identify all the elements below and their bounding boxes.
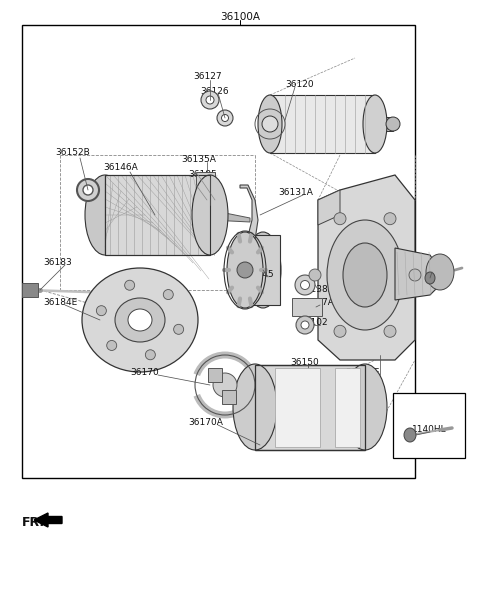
Bar xyxy=(292,298,322,316)
Ellipse shape xyxy=(128,309,152,331)
Ellipse shape xyxy=(213,373,237,397)
Bar xyxy=(22,25,415,478)
Ellipse shape xyxy=(125,280,135,290)
Ellipse shape xyxy=(343,243,387,307)
Polygon shape xyxy=(255,365,365,450)
Text: 36102: 36102 xyxy=(299,318,328,327)
Ellipse shape xyxy=(83,185,93,195)
Ellipse shape xyxy=(163,290,173,300)
Polygon shape xyxy=(210,210,250,222)
Polygon shape xyxy=(196,172,215,200)
Polygon shape xyxy=(335,368,360,447)
Text: 36185: 36185 xyxy=(188,170,217,179)
Bar xyxy=(208,368,222,382)
Ellipse shape xyxy=(386,117,400,131)
Text: 36135A: 36135A xyxy=(181,155,216,164)
Ellipse shape xyxy=(258,95,282,153)
Text: FR.: FR. xyxy=(22,516,45,529)
Ellipse shape xyxy=(82,268,198,372)
Ellipse shape xyxy=(384,213,396,225)
Ellipse shape xyxy=(425,272,435,284)
Ellipse shape xyxy=(107,340,117,350)
Text: 36126: 36126 xyxy=(200,87,228,96)
Ellipse shape xyxy=(217,110,233,126)
Text: 36127: 36127 xyxy=(193,72,222,81)
Polygon shape xyxy=(318,190,340,225)
Text: 36170: 36170 xyxy=(130,368,159,377)
Ellipse shape xyxy=(227,232,263,308)
Ellipse shape xyxy=(96,306,107,316)
Ellipse shape xyxy=(262,116,278,132)
Ellipse shape xyxy=(404,428,416,442)
Ellipse shape xyxy=(301,321,309,329)
Ellipse shape xyxy=(426,254,454,290)
Ellipse shape xyxy=(363,95,387,153)
Text: 36138A: 36138A xyxy=(299,285,334,294)
Text: 36170A: 36170A xyxy=(188,418,223,427)
Polygon shape xyxy=(275,368,320,447)
Text: 36137A: 36137A xyxy=(299,298,334,307)
Text: 36120: 36120 xyxy=(285,80,313,89)
Text: 36131A: 36131A xyxy=(278,188,313,197)
Text: 36184E: 36184E xyxy=(43,298,77,307)
Text: 36145: 36145 xyxy=(245,270,274,279)
Ellipse shape xyxy=(295,275,315,295)
Ellipse shape xyxy=(201,91,219,109)
Ellipse shape xyxy=(300,280,310,290)
Polygon shape xyxy=(240,185,258,250)
Ellipse shape xyxy=(85,175,125,255)
Ellipse shape xyxy=(296,316,314,334)
Ellipse shape xyxy=(245,232,281,308)
Polygon shape xyxy=(200,205,220,222)
Ellipse shape xyxy=(343,364,387,450)
Text: 36146A: 36146A xyxy=(103,163,138,172)
Text: 36110E: 36110E xyxy=(345,368,379,377)
Bar xyxy=(393,393,465,458)
Bar xyxy=(22,283,38,297)
Ellipse shape xyxy=(77,179,99,201)
Bar xyxy=(222,390,236,404)
Text: 36100A: 36100A xyxy=(220,12,260,22)
Ellipse shape xyxy=(237,262,253,278)
Ellipse shape xyxy=(334,325,346,337)
Ellipse shape xyxy=(233,364,277,450)
Ellipse shape xyxy=(174,325,184,335)
Ellipse shape xyxy=(334,213,346,225)
Text: 36150: 36150 xyxy=(290,358,319,367)
Text: 1140HL: 1140HL xyxy=(412,425,446,434)
FancyArrow shape xyxy=(34,513,62,527)
Polygon shape xyxy=(395,248,440,300)
Ellipse shape xyxy=(384,325,396,337)
Ellipse shape xyxy=(409,269,421,281)
Ellipse shape xyxy=(192,175,228,255)
Text: 36117A: 36117A xyxy=(408,265,443,274)
Ellipse shape xyxy=(221,114,228,121)
Ellipse shape xyxy=(206,96,214,104)
Bar xyxy=(375,117,393,131)
Polygon shape xyxy=(105,175,210,255)
Bar xyxy=(270,95,375,153)
Ellipse shape xyxy=(115,298,165,342)
Text: 36183: 36183 xyxy=(43,258,72,267)
Ellipse shape xyxy=(327,220,403,330)
Ellipse shape xyxy=(145,350,156,360)
Ellipse shape xyxy=(309,269,321,281)
Polygon shape xyxy=(318,175,415,360)
Text: 36152B: 36152B xyxy=(55,148,90,157)
Polygon shape xyxy=(245,235,280,305)
